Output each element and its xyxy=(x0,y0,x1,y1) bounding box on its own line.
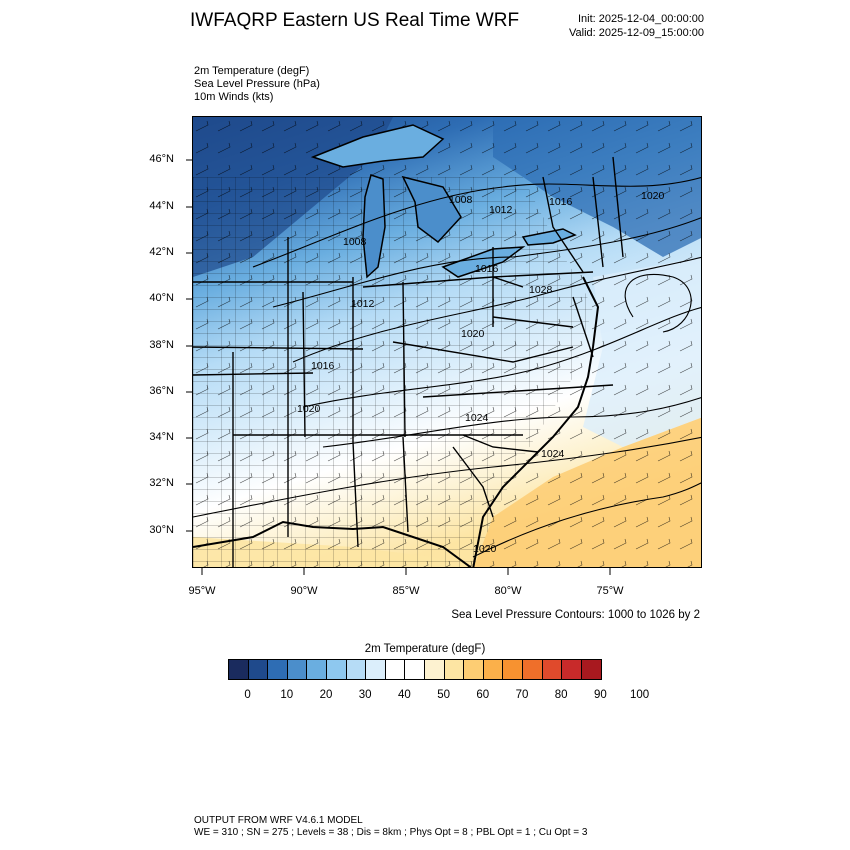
field-label-winds: 10m Winds (kts) xyxy=(194,91,274,103)
isobar-label: 1012 xyxy=(489,204,513,216)
colorbar-swatch xyxy=(542,660,563,679)
lon-label: 95°W xyxy=(188,585,216,597)
lat-label: 34°N xyxy=(149,431,174,443)
colorbar-tick-label: 40 xyxy=(397,689,411,701)
gulf-coastline xyxy=(193,520,472,567)
colorbar-swatch xyxy=(346,660,367,679)
colorbar-swatch xyxy=(287,660,308,679)
lon-label: 75°W xyxy=(596,585,624,597)
isobar-label: 1020 xyxy=(461,328,485,340)
colorbar-swatch xyxy=(405,660,425,679)
colorbar-swatch xyxy=(307,660,327,679)
footer-config: WE = 310 ; SN = 275 ; Levels = 38 ; Dis … xyxy=(194,827,588,838)
isobar-label: 1028 xyxy=(529,284,553,296)
colorbar-title: 2m Temperature (degF) xyxy=(364,643,486,655)
init-time: Init: 2025-12-04_00:00:00 xyxy=(578,13,704,25)
colorbar-swatch xyxy=(483,660,504,679)
colorbar-swatch xyxy=(503,660,523,679)
field-label-pressure: Sea Level Pressure (hPa) xyxy=(194,78,320,90)
lake-ontario xyxy=(521,228,577,246)
isobar-labels: 1008 1012 1016 1020 1008 1016 1028 1012 … xyxy=(297,190,665,555)
colorbar-tick-label: 0 xyxy=(244,689,251,701)
coastline xyxy=(472,276,600,567)
isobar-label: 1020 xyxy=(297,403,321,415)
lon-label: 80°W xyxy=(494,585,522,597)
colorbar xyxy=(228,659,603,680)
colorbar-tick-label: 60 xyxy=(476,689,490,701)
isobar-label: 1012 xyxy=(351,298,375,310)
colorbar-swatch xyxy=(424,660,445,679)
colorbar-swatch xyxy=(522,660,543,679)
colorbar-tick-label: 50 xyxy=(437,689,450,701)
isobar-label: 1016 xyxy=(311,360,335,372)
colorbar-tick-label: 70 xyxy=(515,689,529,701)
isobar-label: 1016 xyxy=(475,263,499,275)
colorbar-swatch xyxy=(268,660,288,679)
colorbar-swatch xyxy=(229,660,249,679)
lon-label: 90°W xyxy=(290,585,318,597)
isobar-label: 1020 xyxy=(641,190,665,202)
colorbar-tick-label: 80 xyxy=(554,689,568,701)
colorbar-swatch xyxy=(464,660,484,679)
isobar-label: 1020 xyxy=(473,543,497,555)
valid-time: Valid: 2025-12-09_15:00:00 xyxy=(569,27,704,39)
colorbar-swatch xyxy=(562,660,582,679)
lat-label: 44°N xyxy=(149,200,174,212)
lat-label: 46°N xyxy=(149,153,174,165)
isobar-label: 1016 xyxy=(549,196,573,208)
colorbar-tick-label: 20 xyxy=(319,689,333,701)
isobar-label: 1024 xyxy=(541,448,565,460)
lat-label: 38°N xyxy=(149,339,174,351)
weather-map-canvas: 1008 1012 1016 1020 1008 1016 1028 1012 … xyxy=(193,117,701,567)
lake-huron xyxy=(401,175,462,244)
isobar-label: 1024 xyxy=(465,412,489,424)
state-borders xyxy=(193,156,624,567)
map-title: IWFAQRP Eastern US Real Time WRF xyxy=(190,10,520,31)
colorbar-tick-label: 100 xyxy=(630,689,650,701)
colorbar-swatch xyxy=(444,660,465,679)
lat-label: 42°N xyxy=(149,246,174,258)
lat-label: 30°N xyxy=(149,524,174,536)
lake-erie xyxy=(441,246,526,278)
isobar-label: 1008 xyxy=(449,194,473,206)
colorbar-swatch xyxy=(385,660,406,679)
lat-label: 32°N xyxy=(149,477,174,489)
lon-label: 85°W xyxy=(392,585,420,597)
weather-map: 1008 1012 1016 1020 1008 1016 1028 1012 … xyxy=(192,116,702,568)
colorbar-swatch xyxy=(248,660,269,679)
colorbar-swatch xyxy=(581,660,602,679)
colorbar-tick-label: 30 xyxy=(358,689,372,701)
lake-michigan xyxy=(362,174,386,279)
colorbar-swatch xyxy=(326,660,347,679)
colorbar-tick-label: 10 xyxy=(280,689,294,701)
lake-superior xyxy=(310,124,445,168)
colorbar-swatch xyxy=(366,660,386,679)
isobar-contours xyxy=(193,176,701,558)
field-label-temperature: 2m Temperature (degF) xyxy=(194,65,310,77)
lat-label: 40°N xyxy=(149,292,174,304)
contour-note: Sea Level Pressure Contours: 1000 to 102… xyxy=(451,609,700,621)
footer-model: OUTPUT FROM WRF V4.6.1 MODEL xyxy=(194,815,363,826)
wind-barbs xyxy=(193,117,701,567)
lat-label: 36°N xyxy=(149,385,174,397)
isobar-label: 1008 xyxy=(343,236,367,248)
colorbar-tick-label: 90 xyxy=(593,689,607,701)
